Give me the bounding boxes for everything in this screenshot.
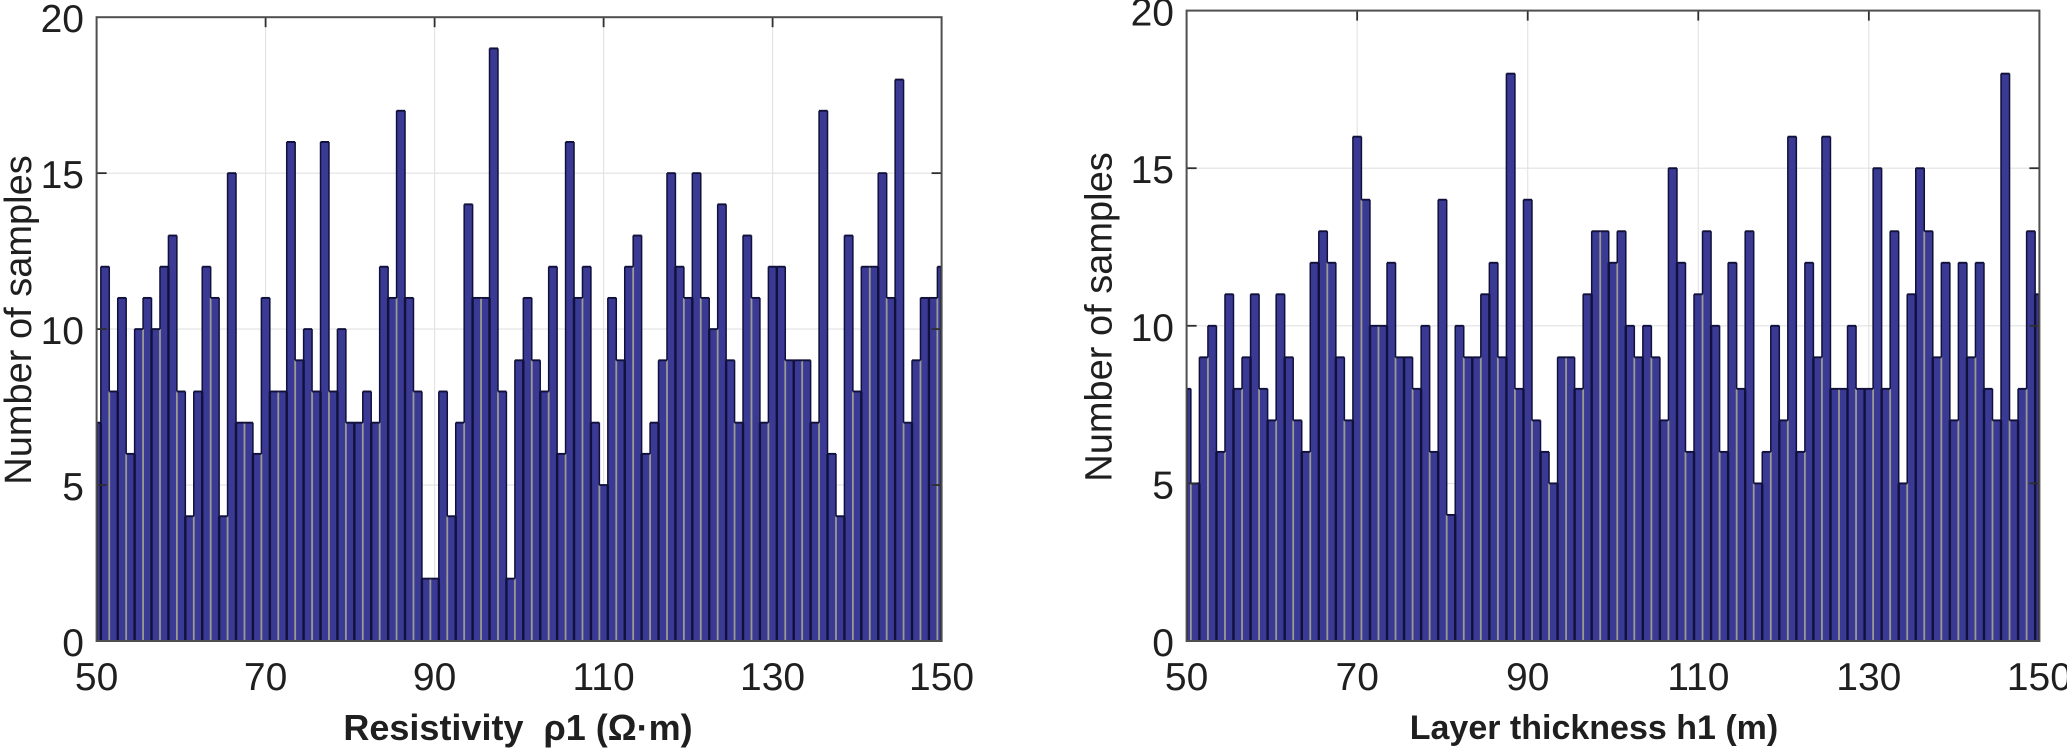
svg-text:5: 5 [62,466,84,509]
svg-text:15: 15 [41,154,84,197]
svg-text:110: 110 [1667,656,1729,699]
svg-text:70: 70 [1336,656,1379,699]
svg-text:Layer thickness h1 (m): Layer thickness h1 (m) [1410,709,1778,747]
svg-text:10: 10 [41,310,84,353]
svg-text:15: 15 [1131,149,1174,192]
svg-text:130: 130 [740,656,805,699]
svg-text:110: 110 [573,656,635,699]
svg-text:150: 150 [2007,656,2067,699]
svg-text:5: 5 [1152,464,1174,507]
svg-text:50: 50 [75,656,118,699]
svg-text:70: 70 [244,656,287,699]
svg-text:50: 50 [1165,656,1208,699]
svg-text:130: 130 [1836,656,1901,699]
svg-text:20: 20 [41,0,84,41]
svg-text:0: 0 [1152,622,1174,665]
svg-text:Resistivity ρ1 (Ω·m): Resistivity ρ1 (Ω·m) [343,707,692,748]
svg-text:150: 150 [909,656,974,699]
svg-text:0: 0 [62,622,84,665]
svg-text:90: 90 [1506,656,1549,699]
svg-text:Number of samples: Number of samples [1079,152,1121,481]
svg-text:10: 10 [1131,307,1174,350]
svg-text:90: 90 [413,656,456,699]
svg-text:Number of samples: Number of samples [0,155,40,484]
svg-text:20: 20 [1131,0,1174,35]
